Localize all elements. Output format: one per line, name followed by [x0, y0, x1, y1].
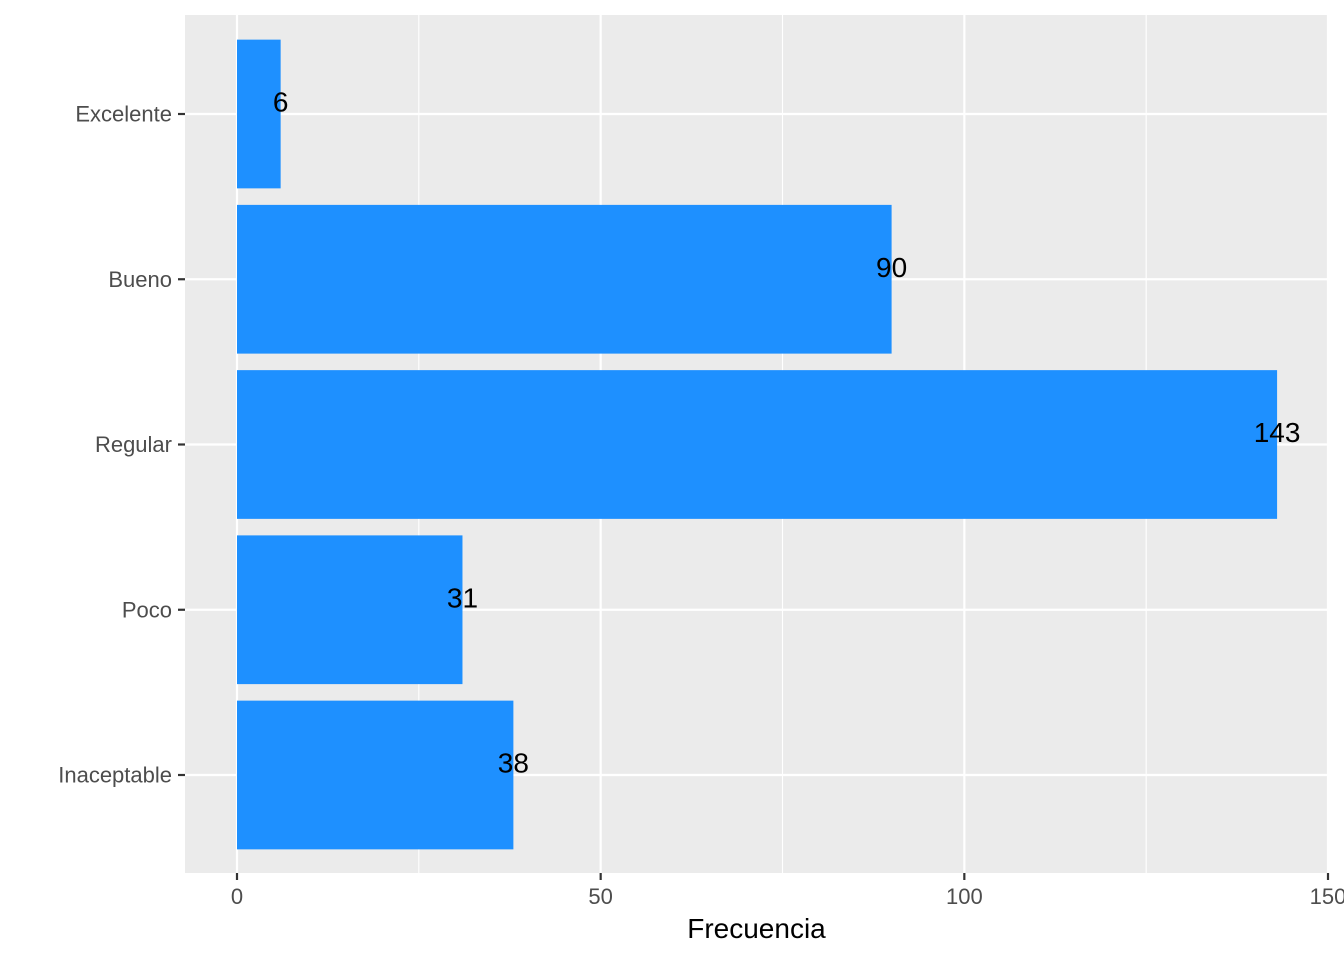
x-tick-label: 50: [588, 884, 612, 909]
data-label: 143: [1254, 417, 1301, 448]
x-tick-label: 100: [946, 884, 983, 909]
y-tick-label: Poco: [122, 597, 172, 622]
data-label: 6: [273, 87, 289, 118]
y-tick-label: Excelente: [75, 102, 172, 127]
data-label: 90: [876, 252, 907, 283]
bar-bueno: [237, 204, 892, 354]
x-tick-label: 150: [1310, 884, 1344, 909]
x-axis: 0 50 100 150: [231, 873, 1344, 909]
data-label: 38: [498, 748, 529, 779]
y-tick-label: Bueno: [108, 267, 172, 292]
bar-poco: [237, 535, 463, 685]
data-labels: 38 31 143 90 6: [273, 87, 1301, 779]
bar-inaceptable: [237, 700, 514, 850]
bar-excelente: [237, 39, 281, 189]
data-label: 31: [447, 582, 478, 613]
bar-regular: [237, 370, 1278, 519]
y-tick-label: Regular: [95, 432, 172, 457]
x-axis-title: Frecuencia: [687, 913, 826, 944]
x-tick-label: 0: [231, 884, 243, 909]
y-tick-label: Inaceptable: [58, 763, 172, 788]
bars: [237, 39, 1278, 850]
y-axis: Inaceptable Poco Regular Bueno Excelente: [58, 102, 185, 788]
